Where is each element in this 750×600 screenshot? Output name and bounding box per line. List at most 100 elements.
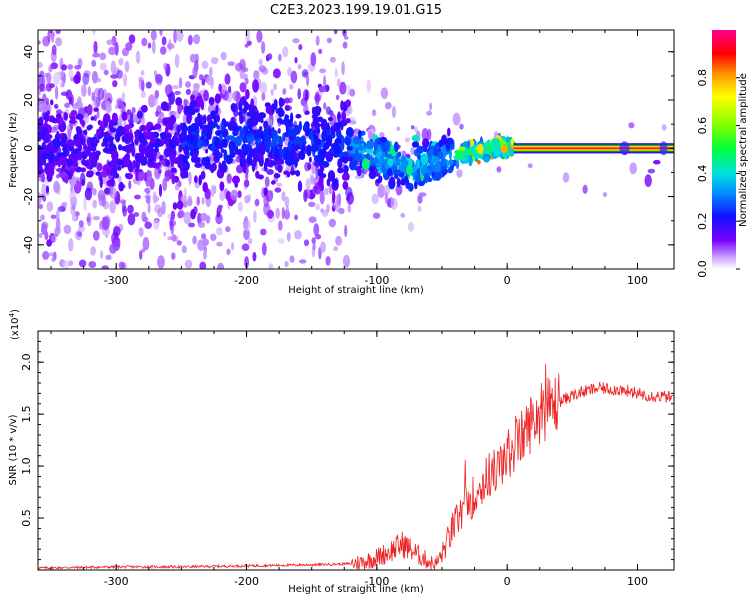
spectrogram-cell xyxy=(81,120,85,127)
spectrogram-cell xyxy=(395,158,401,167)
spectrogram-cell xyxy=(40,214,45,221)
spectrogram-cell xyxy=(100,250,104,260)
spectrogram-cell xyxy=(318,48,323,55)
spectrogram-cell xyxy=(237,190,242,198)
spectrogram-cell xyxy=(168,91,176,105)
spectrogram-cell xyxy=(427,128,432,141)
spectrogram-cell xyxy=(342,181,349,190)
spectrogram-cell xyxy=(263,187,268,197)
spectrogram-cell xyxy=(336,193,341,203)
spectrogram-cell xyxy=(121,201,126,213)
spectrogram-cell xyxy=(60,171,68,179)
spectrogram-cell xyxy=(349,120,357,125)
spectrogram-cell xyxy=(87,148,91,156)
spectrogram-cell xyxy=(125,172,129,179)
spectrogram-cell xyxy=(140,90,146,99)
spectrogram-cell xyxy=(312,129,317,137)
spectrogram-cell xyxy=(345,118,351,124)
spectrogram-cell xyxy=(147,42,152,49)
spectrogram-cell xyxy=(336,113,342,119)
spectrogram-cell xyxy=(62,259,69,269)
spectrogram-cell xyxy=(169,146,173,151)
spectrogram-cell xyxy=(653,159,661,165)
spectrogram-cell xyxy=(61,79,65,88)
spectrogram-cell xyxy=(445,141,451,152)
spectrogram-cell xyxy=(144,221,152,229)
spectrogram-cell xyxy=(68,68,74,79)
spectrogram-cell xyxy=(148,94,156,108)
spectrogram-cell xyxy=(38,232,43,239)
spectrogram-cell xyxy=(93,107,99,112)
spectrogram-cell xyxy=(121,92,126,101)
colorbar-tick-label: 0.0 xyxy=(696,260,709,278)
spectrogram-cell xyxy=(38,149,42,157)
spectrogram-cell xyxy=(128,164,134,173)
spectrogram-cell xyxy=(259,126,263,131)
spectrogram-cell xyxy=(273,83,278,91)
spectrogram-cell xyxy=(337,129,342,140)
spectrogram-cell xyxy=(304,131,310,137)
spectrogram-cell xyxy=(335,235,342,246)
spectrogram-cell xyxy=(220,162,228,173)
spectrogram-cell xyxy=(314,138,322,146)
spectrogram-cell xyxy=(289,128,296,138)
spectrogram-cell xyxy=(261,242,267,256)
spectrogram-cell xyxy=(87,104,93,116)
snr-multiplier: (x104) xyxy=(8,309,21,340)
spectrogram-cell xyxy=(109,137,114,150)
spectrogram-cell xyxy=(268,263,274,269)
spectrogram-cell xyxy=(60,134,65,139)
spectrogram-cell xyxy=(387,158,394,167)
spectrogram-cell xyxy=(396,126,401,131)
spectrogram-cell xyxy=(347,204,352,213)
spectrogram-cell xyxy=(344,35,349,40)
spectrogram-cell xyxy=(394,141,399,153)
spectrogram-cell xyxy=(354,175,363,180)
spectrogram-cell xyxy=(202,114,207,125)
spectrogram-cell xyxy=(284,261,289,268)
spectrogram-cell xyxy=(284,196,290,208)
spectrogram-cell xyxy=(661,124,667,131)
spectrogram-cell xyxy=(111,149,119,162)
spectrogram-cell xyxy=(159,30,163,36)
spectrogram-cell xyxy=(447,167,453,174)
spectrogram-cell xyxy=(406,164,413,176)
spectrogram-cell xyxy=(371,109,377,117)
spectrogram-cell xyxy=(272,68,281,79)
spectrogram-cell xyxy=(247,193,251,202)
spectrogram-cell xyxy=(215,104,219,115)
spectrogram-cell xyxy=(171,173,176,185)
spectrogram-cell xyxy=(194,116,199,124)
spectrogram-cell xyxy=(99,176,103,189)
spectrogram-cell xyxy=(411,134,420,142)
spectrogram-cell xyxy=(163,231,167,237)
spectrogram-cell xyxy=(153,96,158,106)
spectrogram-cell xyxy=(424,172,429,184)
spectrogram-cell xyxy=(414,180,418,190)
spectrogram-cell xyxy=(149,177,155,190)
spectrogram-cell xyxy=(87,86,92,97)
spectrogram-cell xyxy=(210,233,217,242)
spectrogram-cell xyxy=(278,97,283,108)
spectrogram-cell xyxy=(274,150,280,161)
spectrogram-cell xyxy=(225,226,231,233)
spectrogram-cell xyxy=(145,81,152,89)
spectrogram-cell xyxy=(403,175,409,183)
spectrogram-cell xyxy=(67,64,74,70)
spectrogram-cell xyxy=(459,156,467,161)
spectrogram-cell xyxy=(228,198,234,207)
spectrogram-cell xyxy=(264,158,270,163)
spectrogram-cell xyxy=(455,159,460,170)
spectrogram-cell xyxy=(319,190,325,205)
spectrogram-cell xyxy=(345,127,354,138)
spectrogram-cell xyxy=(142,135,147,144)
spectrogram-cell xyxy=(118,261,126,269)
spectrogram-cell xyxy=(184,170,189,179)
spectrogram-cell xyxy=(150,30,157,41)
spectrogram-cell xyxy=(239,128,246,140)
spectrogram-cell xyxy=(344,137,351,146)
spectrogram-cell xyxy=(325,134,333,147)
spectrogram-cell xyxy=(453,155,460,160)
spectrogram-cell xyxy=(427,154,432,164)
x-tick-label: 100 xyxy=(627,274,648,287)
